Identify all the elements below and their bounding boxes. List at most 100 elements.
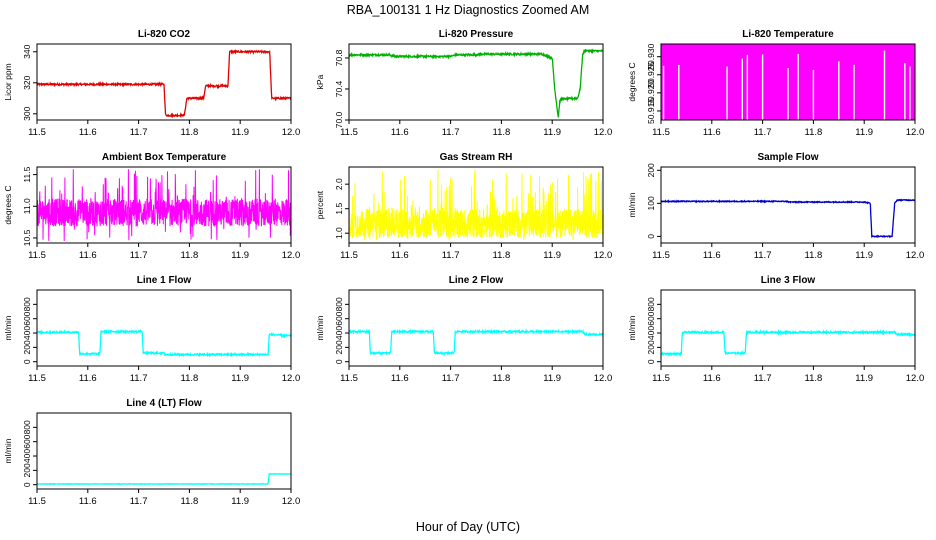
x-tick-label: 12.0 <box>906 127 925 138</box>
panel-0: Li-820 CO2 11.5 11.6 11.7 11.8 11.9 12.0 300 320… <box>3 29 300 138</box>
plot-frame <box>36 412 292 490</box>
panel-1: Li-820 Pressure 11.5 11.6 11.7 11.8 11.9 12.0 7… <box>315 29 612 138</box>
y-axis-label: percent <box>315 190 325 219</box>
x-tick-label: 11.6 <box>391 373 409 384</box>
plot-frame <box>36 43 292 121</box>
series-gap <box>741 58 743 120</box>
panel-2: Li-820 Temperature 11.5 11.6 11.7 11.8 11.9 12… <box>627 29 925 138</box>
panel-title: Li-820 Temperature <box>742 29 834 40</box>
y-tick-label: 400 <box>334 326 344 340</box>
y-tick-label: 200 <box>22 340 32 354</box>
series-4 <box>349 169 603 241</box>
x-tick-label: 11.5 <box>652 250 670 261</box>
series-gap <box>662 65 665 120</box>
x-tick-label: 11.7 <box>754 373 772 384</box>
figure-title: RBA_100131 1 Hz Diagnostics Zoomed AM <box>347 3 590 17</box>
x-tick-label: 11.6 <box>79 496 97 507</box>
x-tick-label: 11.5 <box>652 127 670 138</box>
y-tick-label: 10.5 <box>22 229 32 246</box>
y-tick-label: 0 <box>646 234 656 239</box>
x-tick-label: 11.9 <box>855 250 873 261</box>
series-line <box>37 472 291 486</box>
x-tick-label: 11.7 <box>130 250 148 261</box>
series-0 <box>37 48 291 119</box>
y-tick-label: 800 <box>22 297 32 311</box>
series-5 <box>661 198 915 239</box>
y-tick-label: 1.0 <box>334 227 344 239</box>
panel-7: Line 2 Flow 11.5 11.6 11.7 11.8 11.9 12.0 0 2004… <box>315 275 612 384</box>
x-tick-label: 11.5 <box>340 127 358 138</box>
series-2 <box>661 44 915 120</box>
y-tick-label: 600 <box>22 311 32 325</box>
x-tick-label: 11.8 <box>181 496 199 507</box>
plot-frame <box>36 289 292 367</box>
series-gap <box>904 62 906 120</box>
x-tick-label: 11.7 <box>130 127 148 138</box>
x-tick-label: 11.5 <box>340 373 358 384</box>
panel-title: Sample Flow <box>757 152 818 163</box>
panel-title: Line 2 Flow <box>449 275 504 286</box>
x-tick-label: 11.8 <box>181 127 199 138</box>
x-tick-label: 11.8 <box>805 127 823 138</box>
plot-frame <box>36 166 292 244</box>
panel-6: Line 1 Flow 11.5 11.6 11.7 11.8 11.9 12.0 0 2004… <box>3 275 300 384</box>
x-tick-label: 11.9 <box>855 373 873 384</box>
plot-frame <box>348 289 604 367</box>
y-tick-label: 600 <box>22 434 32 448</box>
x-tick-label: 12.0 <box>282 250 301 261</box>
x-tick-label: 11.7 <box>754 127 772 138</box>
x-tick-label: 11.7 <box>442 250 460 261</box>
y-tick-label: 300 <box>22 106 32 120</box>
x-tick-label: 12.0 <box>282 373 301 384</box>
y-tick-label: 340 <box>22 44 32 58</box>
figure-x-axis-label: Hour of Day (UTC) <box>416 520 520 534</box>
panel-5: Sample Flow 11.5 11.6 11.7 11.8 11.9 12.0 0 100 2… <box>627 152 924 261</box>
x-tick-label: 11.8 <box>493 127 511 138</box>
x-tick-label: 11.5 <box>340 250 358 261</box>
panel-4: Gas Stream RH 11.5 11.6 11.7 11.8 11.9 12.0 1.0… <box>315 152 612 261</box>
series-6 <box>37 328 291 358</box>
y-tick-label: 200 <box>646 163 656 177</box>
x-tick-label: 11.9 <box>543 127 561 138</box>
y-axis-label: kPa <box>315 74 325 89</box>
y-axis-label: ml/min <box>315 315 325 340</box>
series-gap <box>838 61 840 120</box>
y-axis-label: ml/min <box>3 315 13 340</box>
series-line <box>661 198 915 239</box>
y-tick-label: 200 <box>22 463 32 477</box>
x-tick-label: 11.7 <box>130 496 148 507</box>
y-tick-label: 0 <box>22 359 32 364</box>
x-tick-label: 11.9 <box>543 250 561 261</box>
x-tick-label: 11.5 <box>652 373 670 384</box>
x-tick-label: 11.6 <box>391 250 409 261</box>
x-tick-label: 11.8 <box>805 373 823 384</box>
series-gap <box>761 54 764 120</box>
panel-title: Gas Stream RH <box>440 152 513 163</box>
y-tick-label: 200 <box>646 340 656 354</box>
x-tick-label: 11.9 <box>231 373 249 384</box>
plot-frame <box>348 166 604 244</box>
x-tick-label: 12.0 <box>594 250 613 261</box>
x-tick-label: 11.6 <box>79 373 97 384</box>
y-axis-label: degrees C <box>3 185 13 224</box>
x-tick-label: 11.8 <box>181 250 199 261</box>
plot-frame <box>348 43 604 121</box>
series-9 <box>37 472 291 486</box>
plot-frame <box>660 166 916 244</box>
series-gap <box>883 50 886 120</box>
x-tick-label: 12.0 <box>282 496 301 507</box>
series-3 <box>37 169 291 242</box>
panel-title: Line 3 Flow <box>761 275 816 286</box>
y-tick-label: 0 <box>334 359 344 364</box>
y-tick-label: 50.930 <box>646 43 656 69</box>
x-tick-label: 12.0 <box>594 127 613 138</box>
y-tick-label: 600 <box>646 311 656 325</box>
y-tick-label: 400 <box>646 326 656 340</box>
x-tick-label: 12.0 <box>594 373 613 384</box>
y-tick-label: 800 <box>646 297 656 311</box>
panel-grid: Li-820 CO2 11.5 11.6 11.7 11.8 11.9 12.0 300 320… <box>3 29 924 507</box>
series-gap <box>812 69 815 120</box>
series-line <box>37 48 291 119</box>
y-tick-label: 600 <box>334 311 344 325</box>
